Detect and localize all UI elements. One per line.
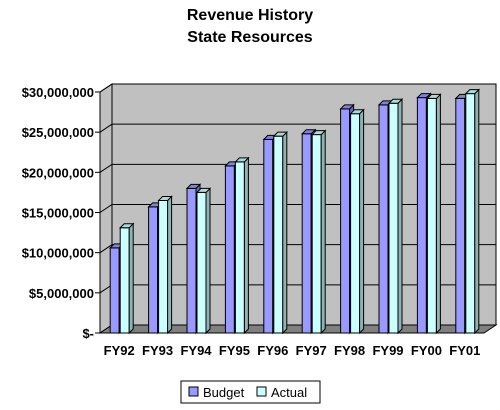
x-tick-label: FY94 <box>180 343 212 358</box>
x-tick-label: FY00 <box>411 343 442 358</box>
x-tick-label: FY95 <box>219 343 250 358</box>
bar-side <box>243 156 249 335</box>
bar-budget-fy93 <box>148 206 159 334</box>
gridline <box>99 83 496 93</box>
bar-actual-fy95 <box>234 161 245 334</box>
y-tick-label: $15,000,000 <box>22 206 94 221</box>
bar-top <box>195 187 212 193</box>
bar-actual-fy99 <box>388 102 399 334</box>
bar-budget-fy92 <box>109 247 120 334</box>
x-tick-label: FY99 <box>372 343 403 358</box>
bar-budget-fy98 <box>340 108 351 334</box>
bar-actual-fy93 <box>158 199 169 334</box>
bar-actual-fy94 <box>196 191 207 334</box>
chart-subtitle: State Resources <box>187 29 313 46</box>
bar-actual-fy97 <box>311 134 322 334</box>
gridline <box>99 123 496 133</box>
bar-budget-fy00 <box>416 97 427 334</box>
bar-top <box>387 98 404 104</box>
bar-budget-fy94 <box>186 187 197 334</box>
legend-label-budget: Budget <box>203 385 245 400</box>
y-tick-label: $5,000,000 <box>29 286 94 301</box>
bar-budget-fy95 <box>224 165 235 334</box>
y-tick-label: $- <box>82 326 94 341</box>
bar-top <box>185 183 202 189</box>
y-tick-label: $20,000,000 <box>22 165 94 180</box>
bar-top <box>300 129 317 135</box>
gridline <box>99 244 496 254</box>
bar-side <box>128 222 134 335</box>
chart-title: Revenue History <box>186 7 314 24</box>
bar-actual-fy96 <box>273 135 284 334</box>
gridline <box>99 204 496 213</box>
bar-side <box>435 93 441 335</box>
bar-actual-fy00 <box>426 97 437 334</box>
bar-top <box>349 109 365 115</box>
bar-top <box>157 195 173 201</box>
legend <box>180 380 321 404</box>
bar-side <box>397 98 403 335</box>
bar-actual-fy98 <box>350 113 361 334</box>
bar-budget-fy99 <box>378 104 389 334</box>
bar-budget-fy96 <box>263 138 274 334</box>
bar-top <box>234 157 250 163</box>
x-tick-label: FY98 <box>334 343 365 358</box>
x-tick-label: FY01 <box>449 343 480 358</box>
bar-actual-fy92 <box>119 227 130 334</box>
bar-side <box>320 129 326 335</box>
y-tick-label: $10,000,000 <box>22 246 94 261</box>
bar-top <box>416 93 432 99</box>
x-tick-label: FY97 <box>296 343 327 358</box>
bar-side <box>359 108 365 335</box>
bar-budget-fy97 <box>301 133 312 334</box>
bar-top <box>464 89 481 95</box>
legend-swatch-budget <box>188 386 199 397</box>
bar-side <box>474 88 480 335</box>
bar-actual-fy01 <box>465 93 476 334</box>
gridline <box>99 163 496 173</box>
legend-label-actual: Actual <box>271 385 307 400</box>
bar-top <box>426 93 442 99</box>
bar-budget-fy01 <box>455 97 466 334</box>
bar-top <box>310 130 327 136</box>
y-tick-label: $25,000,000 <box>22 125 94 140</box>
bar-top <box>272 131 289 137</box>
x-tick-label: FY93 <box>142 343 173 358</box>
legend-swatch-actual <box>256 386 267 397</box>
bar-top <box>118 223 135 229</box>
bar-top <box>339 104 355 110</box>
y-tick-label: $30,000,000 <box>22 85 94 100</box>
x-tick-label: FY92 <box>104 343 135 358</box>
x-tick-label: FY96 <box>257 343 288 358</box>
bar-side <box>205 187 211 335</box>
bar-side <box>282 130 288 335</box>
bar-side <box>167 195 173 335</box>
